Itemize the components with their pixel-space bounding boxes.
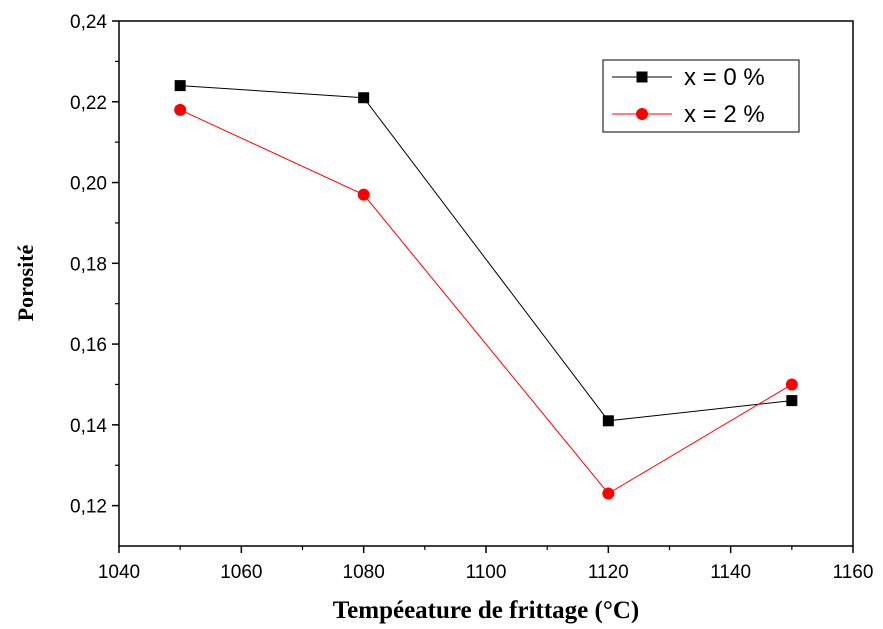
- y-axis-title: Porosité: [13, 244, 38, 321]
- series-0: [174, 80, 798, 427]
- y-tick-label: 0,14: [70, 416, 107, 437]
- x-tick-label: 1100: [466, 562, 507, 583]
- x-tick-label: 1060: [220, 562, 262, 583]
- series-1: [174, 103, 798, 500]
- series-line: [179, 109, 793, 495]
- x-tick-label: 1040: [98, 562, 140, 583]
- x-axis-title: Tempéeature de frittage (°C): [333, 597, 639, 624]
- legend: x = 0 % x = 2 %: [602, 59, 800, 133]
- legend-box: [602, 59, 800, 133]
- x-tick-label: 1160: [833, 562, 874, 583]
- data-point-circle: [602, 487, 615, 500]
- legend-marker-circle: [636, 108, 648, 120]
- y-tick-label: 0,22: [70, 93, 107, 114]
- data-point-circle: [174, 103, 187, 116]
- data-point-circle: [785, 378, 798, 391]
- y-tick-label: 0,18: [70, 254, 107, 275]
- y-tick-label: 0,20: [70, 174, 107, 195]
- legend-label: x = 0 %: [684, 64, 765, 91]
- data-point-square: [786, 395, 798, 407]
- y-tick-label: 0,12: [70, 497, 107, 518]
- y-axis: 0,12 0,14 0,16 0,18 0,20 0,22 0,24: [70, 12, 119, 518]
- x-tick-label: 1140: [710, 562, 751, 583]
- legend-label: x = 2 %: [684, 101, 765, 128]
- x-tick-label: 1080: [343, 562, 385, 583]
- data-point-square: [358, 92, 370, 104]
- y-tick-label: 0,24: [70, 12, 107, 33]
- x-axis: 1040 1060 1080 1100 1120 1140 1160: [98, 546, 874, 583]
- x-tick-label: 1120: [588, 562, 629, 583]
- series-line: [180, 85, 792, 422]
- y-tick-label: 0,16: [70, 335, 107, 356]
- legend-marker-square: [636, 71, 648, 83]
- series-layer: [174, 80, 798, 500]
- data-point-square: [602, 415, 614, 427]
- data-point-circle: [357, 188, 370, 201]
- data-point-square: [174, 80, 186, 92]
